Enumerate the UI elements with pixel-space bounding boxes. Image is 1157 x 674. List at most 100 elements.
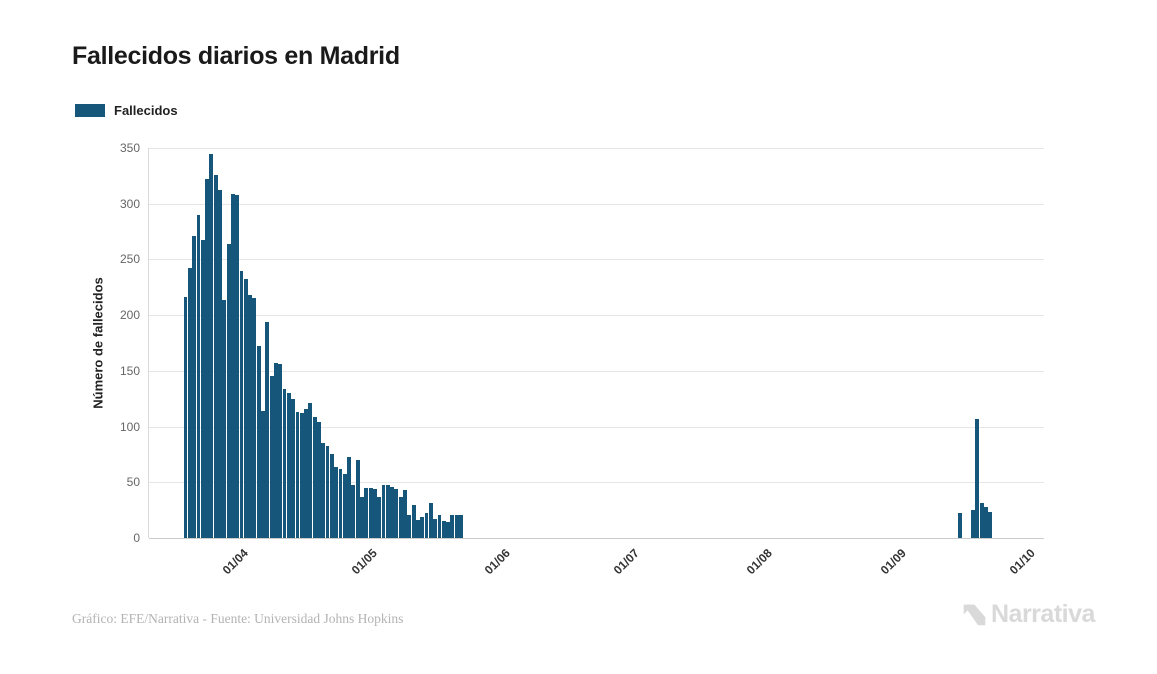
y-tick-50: 50: [126, 475, 140, 490]
bar-06-04[interactable]: [261, 410, 265, 538]
bar-02-05[interactable]: [372, 488, 377, 538]
bar-22-09[interactable]: [988, 512, 993, 538]
bar-20-03[interactable]: [187, 268, 192, 538]
bar-19-05[interactable]: [446, 522, 450, 538]
source-credit: Gráfico: EFE/Narrativa - Fuente: Univers…: [72, 611, 404, 626]
bar-19-04[interactable]: [317, 422, 321, 538]
bar-01-05[interactable]: [368, 487, 373, 538]
legend-swatch: [75, 104, 105, 117]
bar-26-04[interactable]: [347, 456, 351, 538]
bar-10-04[interactable]: [278, 364, 283, 538]
gridline-y-50: [149, 482, 1044, 484]
bar-02-04[interactable]: [243, 279, 248, 538]
bar-30-04[interactable]: [364, 487, 369, 538]
bar-20-04[interactable]: [321, 443, 326, 538]
bar-04-04[interactable]: [252, 298, 257, 538]
bar-09-04[interactable]: [273, 363, 278, 538]
legend-label: Fallecidos: [114, 103, 178, 118]
y-tick-100: 100: [119, 419, 140, 434]
bar-12-05[interactable]: [415, 520, 420, 538]
bar-22-03[interactable]: [196, 214, 201, 538]
bar-29-04[interactable]: [360, 496, 364, 538]
bar-05-04[interactable]: [256, 346, 261, 538]
bar-24-03[interactable]: [205, 179, 209, 538]
bar-12-04[interactable]: [286, 393, 291, 538]
x-tick-01-08: 01/08: [744, 546, 776, 578]
bar-13-04[interactable]: [291, 398, 296, 538]
bar-19-09[interactable]: [975, 418, 980, 538]
bar-14-05[interactable]: [424, 513, 429, 538]
bar-21-05[interactable]: [454, 514, 459, 538]
bar-13-05[interactable]: [420, 516, 425, 538]
bar-15-05[interactable]: [428, 503, 433, 538]
bar-07-05[interactable]: [394, 488, 399, 538]
bar-01-04[interactable]: [239, 270, 244, 538]
bar-17-05[interactable]: [437, 514, 442, 538]
y-tick-150: 150: [119, 363, 140, 378]
narrativa-logo: Narrativa: [961, 600, 1095, 629]
y-tick-200: 200: [119, 308, 140, 323]
bar-18-05[interactable]: [441, 521, 446, 538]
bar-29-03[interactable]: [226, 243, 231, 538]
bar-09-05[interactable]: [403, 490, 407, 538]
bar-28-04[interactable]: [355, 460, 360, 538]
bar-15-09[interactable]: [958, 513, 963, 538]
gridline-y-300: [149, 203, 1044, 205]
y-tick-0: 0: [133, 531, 140, 545]
bar-21-09[interactable]: [983, 506, 988, 538]
bar-11-05[interactable]: [411, 504, 416, 538]
bar-08-05[interactable]: [398, 496, 403, 538]
narrativa-logo-text: Narrativa: [991, 600, 1095, 628]
bar-25-04[interactable]: [342, 474, 347, 538]
bar-10-05[interactable]: [407, 514, 412, 538]
bar-06-05[interactable]: [390, 486, 395, 538]
chart-title: Fallecidos diarios en Madrid: [72, 42, 400, 70]
gridline-y-0: [149, 538, 1044, 539]
x-tick-01-06: 01/06: [481, 546, 513, 578]
bar-08-04[interactable]: [269, 376, 274, 538]
bar-18-04[interactable]: [312, 416, 317, 538]
bar-19-03[interactable]: [183, 297, 188, 538]
y-tick-300: 300: [119, 196, 140, 211]
gridline-y-150: [149, 370, 1044, 372]
bar-26-03[interactable]: [213, 174, 218, 538]
bar-16-05[interactable]: [433, 519, 438, 538]
bar-05-05[interactable]: [385, 484, 390, 538]
bar-21-03[interactable]: [192, 236, 197, 538]
gridline-y-200: [149, 315, 1044, 317]
bar-03-05[interactable]: [377, 496, 382, 538]
bar-07-04[interactable]: [265, 321, 270, 538]
bar-22-04[interactable]: [329, 454, 334, 538]
legend-item-fallecidos[interactable]: Fallecidos: [75, 103, 178, 118]
bar-18-09[interactable]: [971, 510, 975, 538]
bar-20-05[interactable]: [450, 514, 455, 538]
x-tick-01-09: 01/09: [877, 546, 909, 578]
bar-16-04[interactable]: [304, 408, 308, 538]
bar-27-03[interactable]: [218, 190, 222, 538]
bar-22-05[interactable]: [459, 514, 463, 538]
y-tick-250: 250: [119, 252, 140, 267]
gridline-y-100: [149, 426, 1044, 428]
bar-14-04[interactable]: [295, 412, 300, 538]
bar-21-04[interactable]: [325, 445, 330, 538]
bar-04-05[interactable]: [381, 484, 386, 538]
bar-23-03[interactable]: [200, 240, 205, 538]
bar-28-03[interactable]: [222, 299, 227, 538]
bar-31-03[interactable]: [235, 194, 240, 538]
bar-25-03[interactable]: [209, 153, 214, 538]
bar-15-04[interactable]: [299, 413, 304, 538]
bar-11-04[interactable]: [282, 388, 287, 538]
bar-23-04[interactable]: [334, 466, 339, 538]
bar-24-04[interactable]: [338, 468, 343, 538]
bar-17-04[interactable]: [308, 403, 313, 538]
y-tick-350: 350: [119, 141, 140, 155]
bar-20-09[interactable]: [979, 503, 984, 538]
chart-plot-area: [148, 148, 1044, 539]
bar-03-04[interactable]: [248, 295, 253, 538]
narrativa-n-icon: [963, 604, 986, 626]
gridline-y-350: [149, 148, 1044, 149]
bar-27-04[interactable]: [351, 484, 356, 538]
bar-30-03[interactable]: [230, 193, 235, 538]
